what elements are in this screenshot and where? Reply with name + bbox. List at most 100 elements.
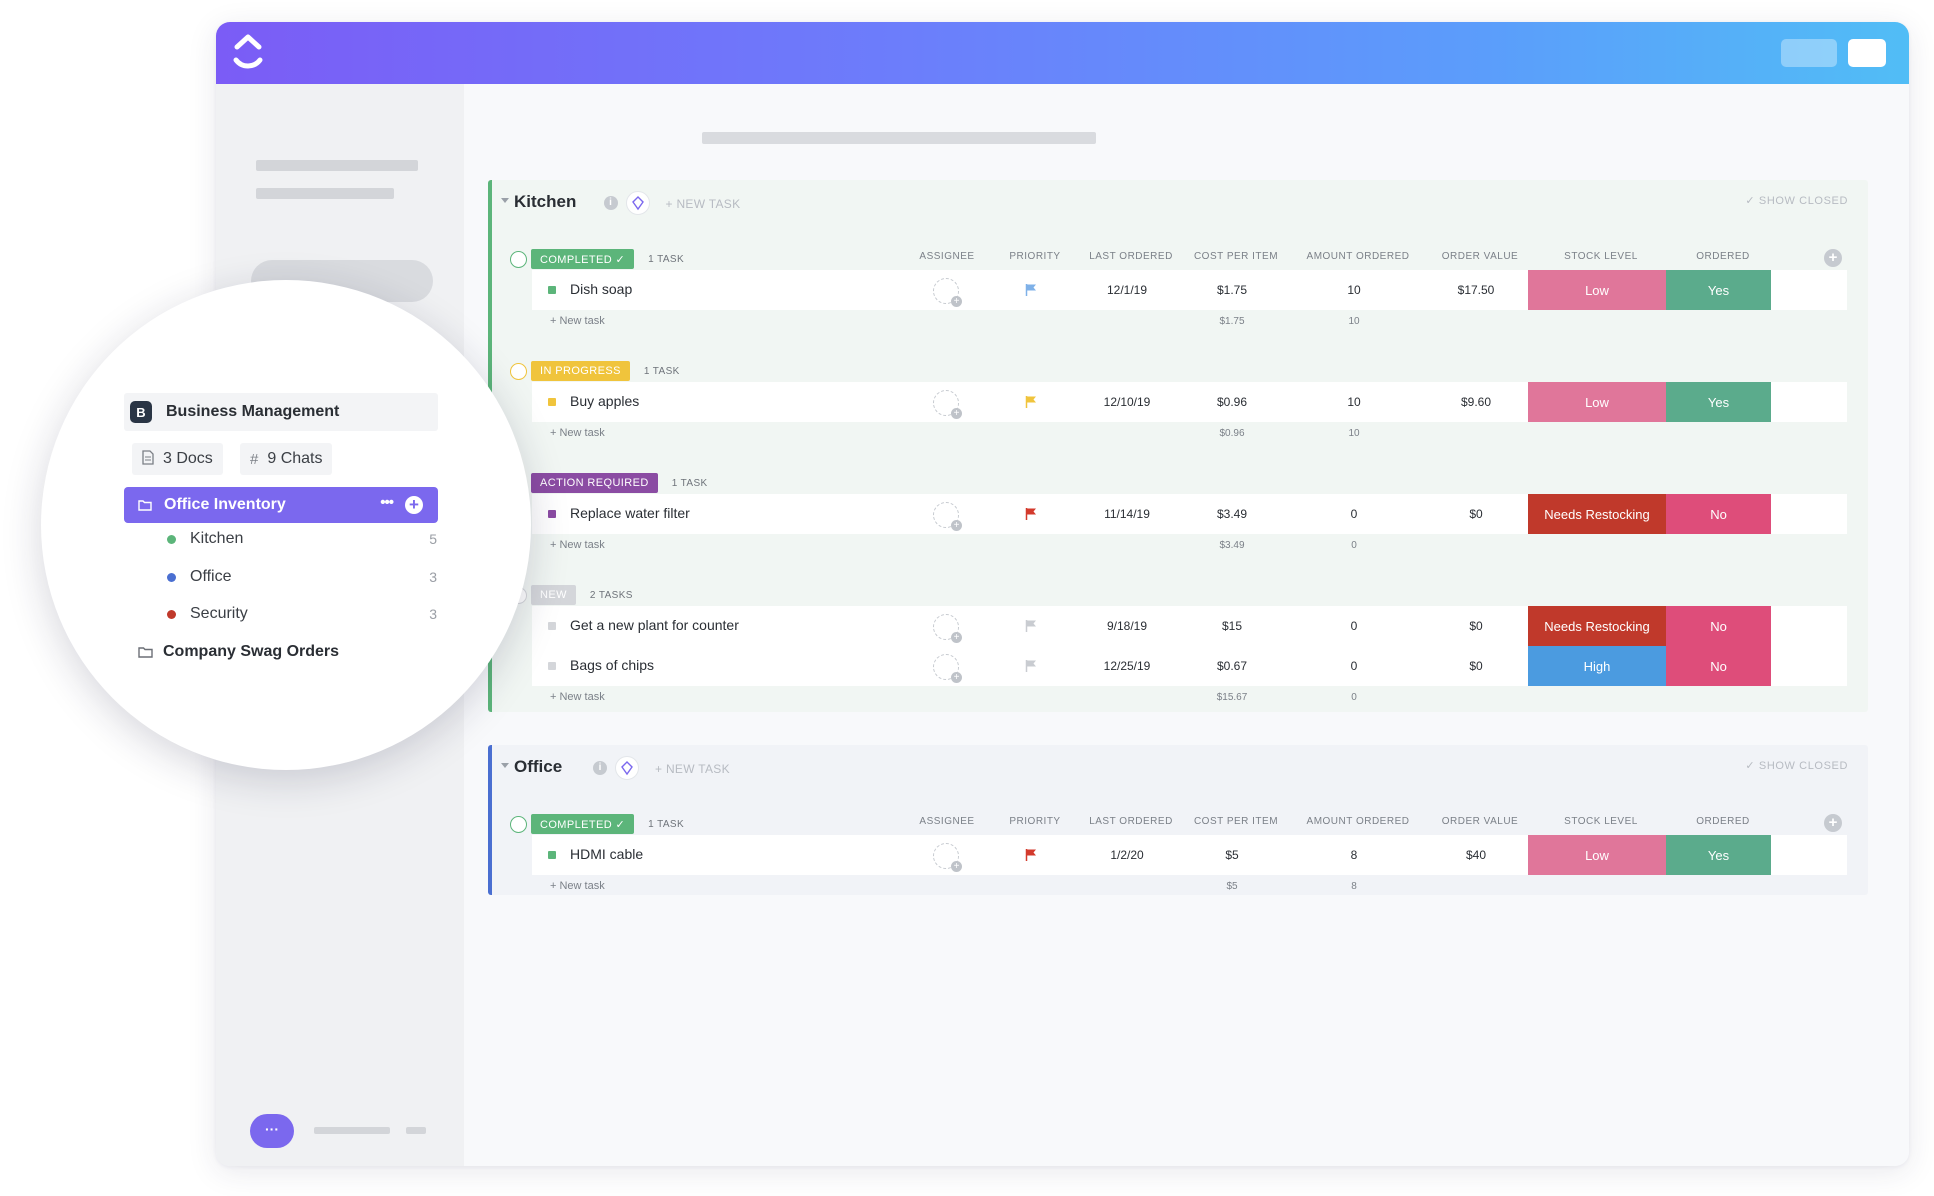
assignee-placeholder-icon[interactable] <box>933 654 962 683</box>
column-header-amount-ordered[interactable]: AMOUNT ORDERED <box>1306 251 1410 262</box>
list-settings-icon[interactable] <box>625 191 650 215</box>
stock-level-dropdown[interactable]: Needs Restocking <box>1528 606 1666 646</box>
sidebar-item-security[interactable]: Security 3 <box>167 600 437 628</box>
last-ordered-cell[interactable]: 12/25/19 <box>1103 659 1151 673</box>
order-value-cell[interactable]: $0 <box>1469 507 1483 521</box>
cost-per-item-cell[interactable]: $5 <box>1225 848 1239 862</box>
status-toggle-icon[interactable] <box>510 362 527 380</box>
order-value-cell[interactable]: $40 <box>1465 848 1487 862</box>
amount-ordered-cell[interactable]: 0 <box>1350 659 1358 673</box>
column-header-priority[interactable]: PRIORITY <box>1009 251 1061 262</box>
ordered-dropdown[interactable]: Yes <box>1666 270 1771 310</box>
cost-per-item-cell[interactable]: $0.67 <box>1216 659 1248 673</box>
ordered-dropdown[interactable]: No <box>1666 606 1771 646</box>
stock-level-dropdown[interactable]: Needs Restocking <box>1528 494 1666 534</box>
task-name[interactable]: Buy apples <box>570 393 640 409</box>
column-header-assignee[interactable]: ASSIGNEE <box>919 816 975 827</box>
column-header-amount-ordered[interactable]: AMOUNT ORDERED <box>1306 816 1410 827</box>
list-settings-icon[interactable] <box>615 756 639 780</box>
ordered-dropdown[interactable]: Yes <box>1666 382 1771 422</box>
column-header-stock-level[interactable]: STOCK LEVEL <box>1564 816 1638 827</box>
status-square-icon[interactable] <box>548 622 556 630</box>
status-toggle-icon[interactable] <box>510 250 527 268</box>
group-title[interactable]: Office <box>514 757 563 776</box>
ordered-dropdown[interactable]: No <box>1666 494 1771 534</box>
column-header-cost-per-item[interactable]: COST PER ITEM <box>1193 251 1279 262</box>
info-icon[interactable]: i <box>593 761 607 775</box>
column-header-ordered[interactable]: ORDERED <box>1696 251 1750 262</box>
cost-per-item-cell[interactable]: $0.96 <box>1216 395 1248 409</box>
new-task-button[interactable]: + New task <box>550 427 605 439</box>
amount-ordered-cell[interactable]: 0 <box>1350 507 1358 521</box>
priority-flag-icon[interactable] <box>1025 659 1037 673</box>
status-square-icon[interactable] <box>548 286 556 294</box>
last-ordered-cell[interactable]: 11/14/19 <box>1104 507 1150 521</box>
stock-level-dropdown[interactable]: High <box>1528 646 1666 686</box>
new-task-header-button[interactable]: + NEW TASK <box>665 197 741 211</box>
new-task-header-button[interactable]: + NEW TASK <box>655 762 730 776</box>
add-column-icon[interactable]: + <box>1824 249 1842 267</box>
more-options-icon[interactable]: ••• <box>380 494 394 511</box>
status-badge[interactable]: IN PROGRESS <box>531 361 630 381</box>
order-value-cell[interactable]: $9.60 <box>1460 395 1492 409</box>
column-header-order-value[interactable]: ORDER VALUE <box>1441 251 1519 262</box>
top-bar-button[interactable] <box>1781 39 1837 67</box>
last-ordered-cell[interactable]: 12/10/19 <box>1103 395 1151 409</box>
group-title[interactable]: Kitchen <box>514 192 577 211</box>
column-header-ordered[interactable]: ORDERED <box>1696 816 1750 827</box>
priority-flag-icon[interactable] <box>1025 395 1037 409</box>
task-row[interactable]: Get a new plant for counter 9/18/19 $15 0 $0… <box>532 606 1847 646</box>
column-header-last-ordered[interactable]: LAST ORDERED <box>1089 251 1173 262</box>
column-header-assignee[interactable]: ASSIGNEE <box>919 251 975 262</box>
column-header-order-value[interactable]: ORDER VALUE <box>1441 816 1519 827</box>
order-value-cell[interactable]: $0 <box>1469 659 1483 673</box>
cost-per-item-cell[interactable]: $3.49 <box>1216 507 1248 521</box>
order-value-cell[interactable]: $0 <box>1469 619 1483 633</box>
status-badge[interactable]: COMPLETED ✓ <box>531 249 635 269</box>
column-header-stock-level[interactable]: STOCK LEVEL <box>1564 251 1638 262</box>
task-name[interactable]: Replace water filter <box>570 505 690 521</box>
amount-ordered-cell[interactable]: 10 <box>1347 283 1361 297</box>
last-ordered-cell[interactable]: 1/2/20 <box>1110 848 1144 862</box>
top-bar-button-primary[interactable] <box>1848 39 1886 67</box>
column-header-cost-per-item[interactable]: COST PER ITEM <box>1193 816 1279 827</box>
show-closed-toggle[interactable]: ✓ SHOW CLOSED <box>1745 195 1848 207</box>
chats-chip[interactable]: # 9 Chats <box>240 443 333 475</box>
sidebar-item-company-swag-orders[interactable]: Company Swag Orders <box>138 638 339 666</box>
assignee-placeholder-icon[interactable] <box>933 502 962 531</box>
add-icon[interactable]: + <box>405 496 423 514</box>
status-badge[interactable]: NEW <box>531 585 576 605</box>
amount-ordered-cell[interactable]: 10 <box>1347 395 1361 409</box>
collapse-caret-icon[interactable] <box>501 198 509 203</box>
priority-flag-icon[interactable] <box>1025 619 1037 633</box>
amount-ordered-cell[interactable]: 0 <box>1350 619 1358 633</box>
status-badge[interactable]: ACTION REQUIRED <box>531 473 658 493</box>
status-square-icon[interactable] <box>548 398 556 406</box>
amount-ordered-cell[interactable]: 8 <box>1350 848 1358 862</box>
ordered-dropdown[interactable]: No <box>1666 646 1771 686</box>
chat-bubble-icon[interactable]: ··· <box>250 1114 294 1148</box>
clickup-logo-icon[interactable] <box>228 31 268 75</box>
new-task-button[interactable]: + New task <box>550 539 605 551</box>
collapse-caret-icon[interactable] <box>501 763 509 768</box>
order-value-cell[interactable]: $17.50 <box>1457 283 1495 297</box>
column-header-priority[interactable]: PRIORITY <box>1009 816 1061 827</box>
assignee-placeholder-icon[interactable] <box>933 843 962 872</box>
assignee-placeholder-icon[interactable] <box>933 278 962 307</box>
cost-per-item-cell[interactable]: $15 <box>1221 619 1243 633</box>
column-header-last-ordered[interactable]: LAST ORDERED <box>1089 816 1173 827</box>
priority-flag-icon[interactable] <box>1025 283 1037 297</box>
info-icon[interactable]: i <box>603 196 618 210</box>
sidebar-item-office-inventory[interactable]: Office Inventory ••• + <box>124 487 438 523</box>
status-toggle-icon[interactable] <box>510 815 527 833</box>
ordered-dropdown[interactable]: Yes <box>1666 835 1771 875</box>
status-square-icon[interactable] <box>548 662 556 670</box>
sidebar-item-office[interactable]: Office 3 <box>167 563 437 591</box>
assignee-placeholder-icon[interactable] <box>933 614 962 643</box>
task-name[interactable]: Dish soap <box>570 281 633 297</box>
sidebar-item-kitchen[interactable]: Kitchen 5 <box>167 525 437 553</box>
task-row[interactable]: Replace water filter 11/14/19 $3.49 0 $0 Need… <box>532 494 1847 534</box>
